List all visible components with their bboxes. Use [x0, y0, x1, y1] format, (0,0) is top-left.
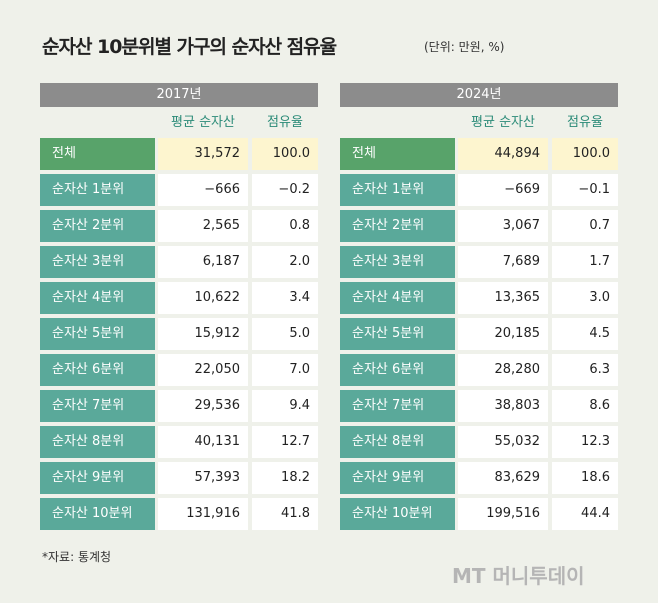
- average-net-asset: 31,572: [158, 138, 248, 170]
- row-label: 순자산 1분위: [340, 174, 455, 206]
- share: 100.0: [552, 138, 618, 170]
- share: −0.1: [552, 174, 618, 206]
- row-label: 전체: [340, 138, 455, 170]
- average-net-asset: 28,280: [458, 354, 548, 386]
- share: 3.4: [252, 282, 318, 314]
- share: 1.7: [552, 246, 618, 278]
- column-header: 점유율: [567, 115, 603, 130]
- row-label: 순자산 1분위: [40, 174, 155, 206]
- row-label: 순자산 9분위: [340, 462, 455, 494]
- share: 6.3: [552, 354, 618, 386]
- average-net-asset: 29,536: [158, 390, 248, 422]
- column-header: 평균 순자산: [471, 115, 535, 130]
- share: 0.8: [252, 210, 318, 242]
- row-label: 순자산 2분위: [40, 210, 155, 242]
- unit: (단위: 만원, %): [424, 40, 505, 54]
- row-label: 순자산 6분위: [340, 354, 455, 386]
- row-label: 전체: [40, 138, 155, 170]
- average-net-asset: 83,629: [458, 462, 548, 494]
- average-net-asset: 38,803: [458, 390, 548, 422]
- average-net-asset: 199,516: [458, 498, 548, 530]
- share: 18.2: [252, 462, 318, 494]
- average-net-asset: 57,393: [158, 462, 248, 494]
- row-label: 순자산 7분위: [340, 390, 455, 422]
- row-label: 순자산 3분위: [340, 246, 455, 278]
- average-net-asset: 6,187: [158, 246, 248, 278]
- row-label: 순자산 8분위: [40, 426, 155, 458]
- average-net-asset: 20,185: [458, 318, 548, 350]
- row-label: 순자산 5분위: [340, 318, 455, 350]
- column-header: 평균 순자산: [171, 115, 235, 130]
- row-label: 순자산 4분위: [340, 282, 455, 314]
- row-label: 순자산 7분위: [40, 390, 155, 422]
- row-label: 순자산 4분위: [40, 282, 155, 314]
- share: 12.3: [552, 426, 618, 458]
- row-label: 순자산 10분위: [340, 498, 455, 530]
- row-label: 순자산 3분위: [40, 246, 155, 278]
- watermark: MT 머니투데이: [452, 564, 585, 588]
- row-label: 순자산 6분위: [40, 354, 155, 386]
- share: 44.4: [552, 498, 618, 530]
- average-net-asset: 15,912: [158, 318, 248, 350]
- row-label: 순자산 2분위: [340, 210, 455, 242]
- average-net-asset: 44,894: [458, 138, 548, 170]
- row-label: 순자산 5분위: [40, 318, 155, 350]
- row-label: 순자산 10분위: [40, 498, 155, 530]
- share: 9.4: [252, 390, 318, 422]
- share: 5.0: [252, 318, 318, 350]
- year-header: 2017년: [40, 83, 318, 107]
- title: 순자산 10분위별 가구의 순자산 점유율: [42, 36, 337, 58]
- average-net-asset: 13,365: [458, 282, 548, 314]
- share: 7.0: [252, 354, 318, 386]
- average-net-asset: 10,622: [158, 282, 248, 314]
- average-net-asset: 2,565: [158, 210, 248, 242]
- year-header: 2024년: [340, 83, 618, 107]
- average-net-asset: 55,032: [458, 426, 548, 458]
- share: 0.7: [552, 210, 618, 242]
- row-label: 순자산 8분위: [340, 426, 455, 458]
- average-net-asset: −669: [458, 174, 548, 206]
- share: 41.8: [252, 498, 318, 530]
- share: 100.0: [252, 138, 318, 170]
- share: 8.6: [552, 390, 618, 422]
- average-net-asset: 131,916: [158, 498, 248, 530]
- row-label: 순자산 9분위: [40, 462, 155, 494]
- average-net-asset: 7,689: [458, 246, 548, 278]
- share: 3.0: [552, 282, 618, 314]
- source: *자료: 통계청: [42, 550, 112, 564]
- column-header: 점유율: [267, 115, 303, 130]
- average-net-asset: 40,131: [158, 426, 248, 458]
- average-net-asset: −666: [158, 174, 248, 206]
- share: 2.0: [252, 246, 318, 278]
- share: 12.7: [252, 426, 318, 458]
- average-net-asset: 22,050: [158, 354, 248, 386]
- share: 4.5: [552, 318, 618, 350]
- share: −0.2: [252, 174, 318, 206]
- share: 18.6: [552, 462, 618, 494]
- average-net-asset: 3,067: [458, 210, 548, 242]
